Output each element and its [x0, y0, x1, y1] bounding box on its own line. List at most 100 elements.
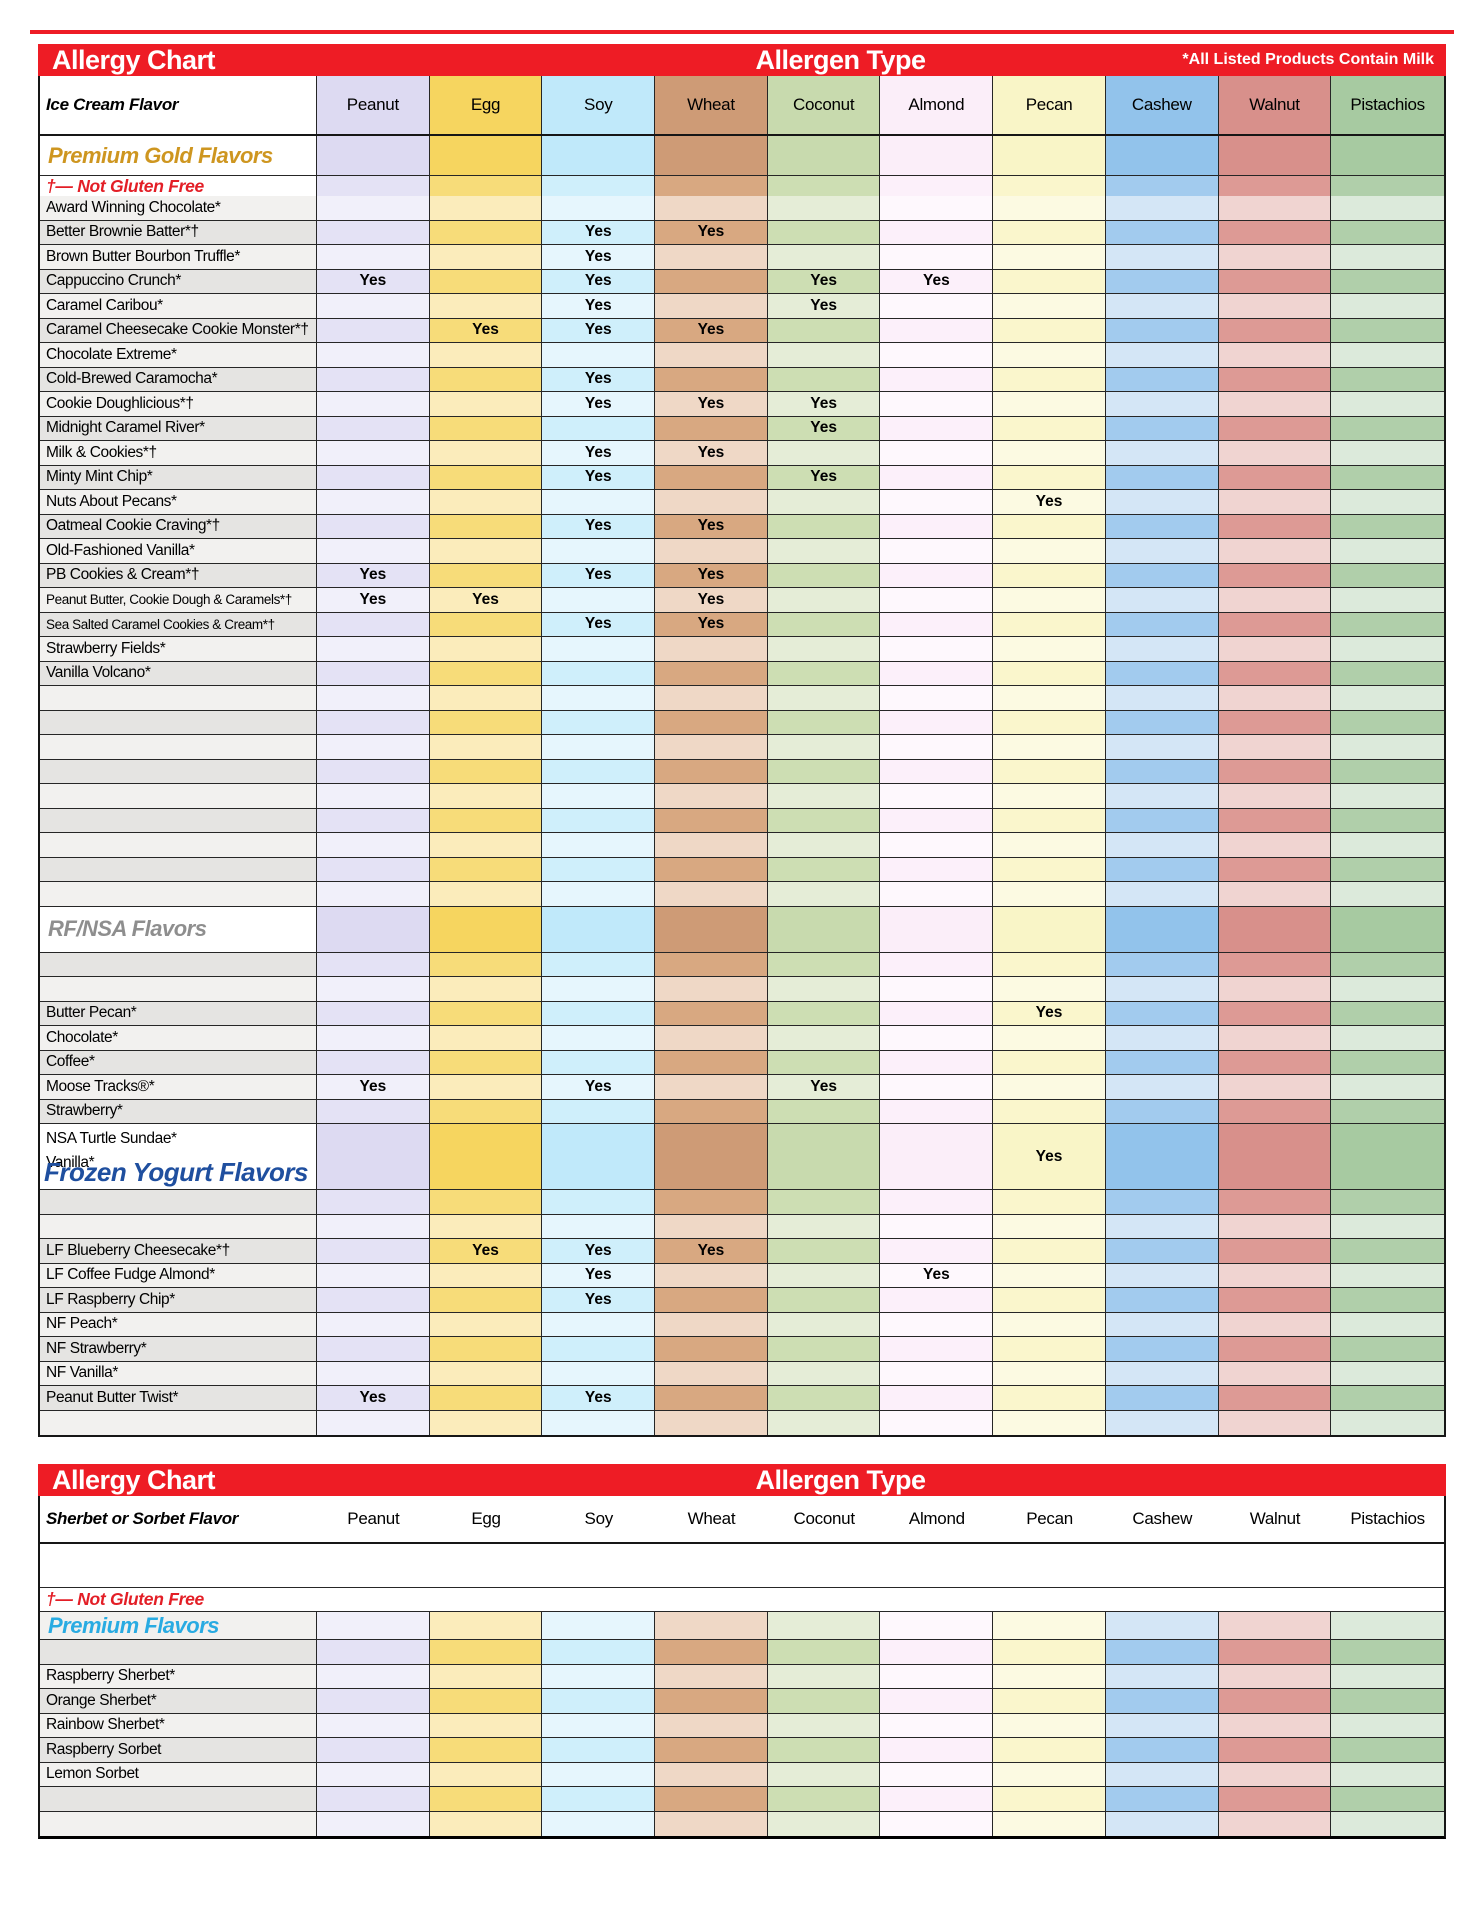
column-header-allergen: Pecan	[1026, 1509, 1073, 1528]
allergen-cell	[1218, 1811, 1332, 1836]
allergen-cell	[1218, 1664, 1332, 1688]
allergen-cell	[429, 1713, 543, 1737]
allergen-cell	[429, 1190, 543, 1214]
yes-cell: Yes	[542, 1075, 656, 1099]
allergen-cell	[993, 1386, 1106, 1410]
allergen-cell	[429, 1337, 543, 1361]
allergen-cell	[1218, 977, 1332, 1001]
allergen-cell	[880, 784, 994, 808]
yes-cell: Yes	[542, 1386, 656, 1410]
flavor-cell: Premium Gold Flavors	[40, 136, 317, 175]
allergen-cell	[767, 759, 881, 783]
allergen-cell	[429, 1762, 543, 1786]
allergen-cell	[993, 392, 1106, 416]
flavor-cell: Minty Mint Chip*	[40, 465, 317, 489]
allergen-cell	[317, 759, 430, 783]
allergen-cell	[1105, 1410, 1219, 1435]
allergen-cell	[542, 1214, 656, 1238]
allergen-cell	[1331, 1099, 1444, 1123]
allergen-cell	[655, 1640, 768, 1664]
allergen-cell	[429, 686, 543, 710]
table-row: NF Strawberry*	[40, 1337, 1444, 1362]
yes-cell: Yes	[317, 588, 430, 612]
flavor-cell: Vanilla Volcano*	[40, 661, 317, 685]
allergen-cell	[1218, 612, 1332, 636]
flavor-cell: Peanut Butter Twist*	[40, 1386, 317, 1410]
allergen-cell	[993, 416, 1106, 440]
flavor-label: Milk & Cookies*†	[46, 443, 157, 461]
allergen-cell	[880, 906, 994, 952]
allergen-cell	[1218, 808, 1332, 832]
allergen-cell	[880, 1026, 994, 1050]
allergen-cell	[1218, 784, 1332, 808]
allergen-cell	[429, 1099, 543, 1123]
allergen-cell	[1331, 808, 1444, 832]
yes-cell: Yes	[655, 1239, 768, 1263]
empty-row	[40, 1640, 1444, 1665]
flavor-cell	[40, 1811, 317, 1836]
allergen-cell	[429, 196, 543, 220]
allergen-cell	[317, 1811, 430, 1836]
flavor-label: NF Strawberry*	[46, 1339, 147, 1357]
allergen-cell	[767, 441, 881, 465]
allergen-cell	[542, 1762, 656, 1786]
yes-cell: Yes	[655, 563, 768, 587]
allergen-cell	[429, 1410, 543, 1435]
allergen-cell	[880, 245, 994, 269]
flavor-label: Caramel Cheesecake Cookie Monster*†	[46, 321, 309, 339]
flavor-label: Orange Sherbet*	[46, 1691, 157, 1709]
allergen-cell	[542, 1050, 656, 1074]
yes-cell: Yes	[880, 269, 994, 293]
allergen-cell	[655, 1001, 768, 1025]
allergen-cell	[317, 196, 430, 220]
yes-cell: Yes	[542, 441, 656, 465]
allergen-cell	[429, 343, 543, 367]
allergen-cell	[655, 1337, 768, 1361]
allergen-cell	[993, 1787, 1106, 1811]
allergen-cell	[542, 1689, 656, 1713]
flavor-cell	[40, 1214, 317, 1238]
flavor-cell: LF Coffee Fudge Almond*	[40, 1263, 317, 1287]
flavor-cell: Coffee*	[40, 1050, 317, 1074]
allergen-cell	[542, 1026, 656, 1050]
table-row: Chocolate Extreme*	[40, 343, 1444, 368]
allergen-cell	[880, 977, 994, 1001]
allergen-cell	[767, 136, 881, 175]
table-row: LF Coffee Fudge Almond* Yes Yes	[40, 1263, 1444, 1288]
allergen-cell	[767, 490, 881, 514]
allergen-cell	[317, 1689, 430, 1713]
allergen-cell	[1331, 514, 1444, 538]
allergen-cell	[429, 245, 543, 269]
flavor-cell	[40, 977, 317, 1001]
flavor-cell: Award Winning Chocolate*	[40, 196, 317, 220]
allergen-cell	[993, 465, 1106, 489]
table2-grid: Sherbet or Sorbet Flavor Peanut Egg Soy Whea…	[38, 1496, 1446, 1839]
flavor-label: Old-Fashioned Vanilla*	[46, 541, 195, 559]
allergen-cell	[767, 245, 881, 269]
yes-cell: Yes	[767, 269, 881, 293]
allergen-cell	[1105, 343, 1219, 367]
empty-row	[40, 1410, 1444, 1435]
allergen-cell	[1331, 977, 1444, 1001]
flavor-cell	[40, 1190, 317, 1214]
allergen-cell	[317, 1239, 430, 1263]
allergen-cell	[542, 686, 656, 710]
allergen-cell	[880, 759, 994, 783]
allergen-cell	[655, 735, 768, 759]
allergen-cell	[1218, 1640, 1332, 1664]
allergen-cell	[767, 1811, 881, 1836]
table-row: Better Brownie Batter*† Yes Yes	[40, 220, 1444, 245]
allergen-cell	[880, 1664, 994, 1688]
flavor-cell: Milk & Cookies*†	[40, 441, 317, 465]
allergen-cell	[655, 1312, 768, 1336]
allergen-cell	[993, 1664, 1106, 1688]
allergen-cell	[429, 1026, 543, 1050]
flavor-cell: Brown Butter Bourbon Truffle*	[40, 245, 317, 269]
allergen-cell	[767, 857, 881, 881]
allergen-cell	[880, 1288, 994, 1312]
allergen-cell	[1105, 441, 1219, 465]
allergen-cell	[542, 1787, 656, 1811]
allergen-cell	[317, 1664, 430, 1688]
column-header-flavor: Sherbet or Sorbet Flavor	[40, 1496, 317, 1542]
allergen-cell	[317, 1337, 430, 1361]
